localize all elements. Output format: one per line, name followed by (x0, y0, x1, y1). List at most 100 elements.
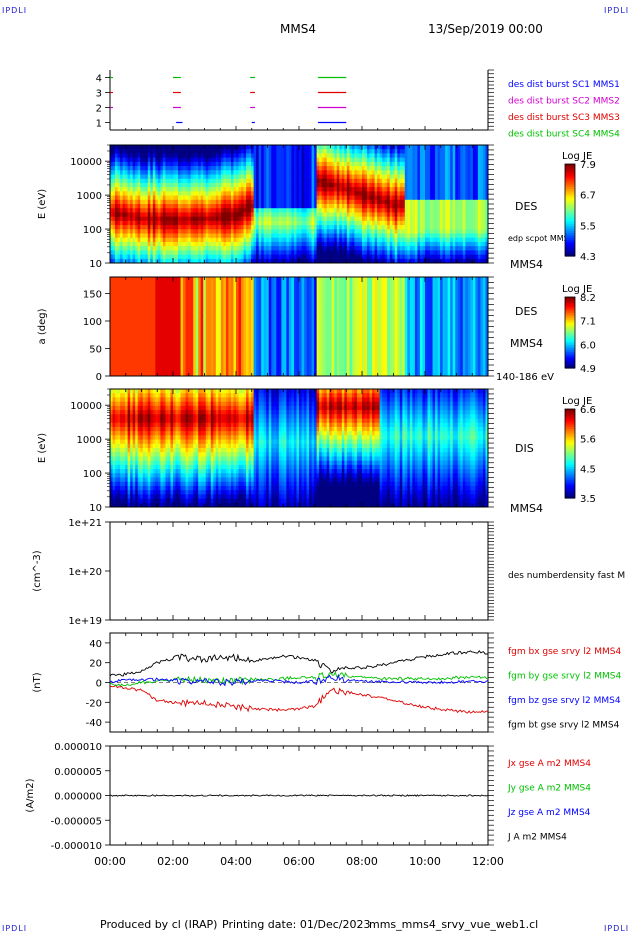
des-energy-cell (130, 199, 134, 205)
des-energy-cell (185, 233, 189, 239)
des-pitch-cell (142, 305, 146, 313)
des-energy-cell (404, 254, 408, 260)
des-energy-cell (286, 254, 290, 260)
des-energy-cell (188, 161, 192, 167)
des-energy-ytick-label: 10000 (70, 157, 102, 168)
des-energy-cell (283, 187, 287, 192)
des-pitch-cell (162, 326, 166, 335)
des-energy-cell (243, 195, 247, 201)
des-energy-cell (349, 199, 353, 205)
des-pitch-cell (122, 361, 126, 370)
des-energy-cell (414, 246, 418, 251)
des-energy-cell (112, 157, 116, 163)
des-energy-cell (354, 258, 358, 264)
des-energy-cell (372, 250, 376, 256)
des-energy-cell (472, 204, 476, 209)
des-energy-cell (445, 199, 449, 205)
des-energy-cell (425, 178, 429, 184)
des-energy-cell (301, 182, 305, 188)
des-energy-cell (273, 157, 277, 163)
des-energy-cell (266, 254, 270, 260)
des-energy-cell (482, 246, 486, 251)
des-energy-cell (465, 212, 469, 218)
des-energy-cell (243, 157, 247, 163)
des-energy-cell (223, 254, 227, 260)
des-energy-cell (316, 195, 320, 201)
des-pitch-cell (142, 326, 146, 335)
des-energy-cell (412, 241, 416, 247)
des-energy-colorbar-swatch (565, 223, 575, 227)
des-energy-cell (447, 157, 451, 163)
des-energy-cell (286, 187, 290, 192)
des-energy-cell (273, 195, 277, 201)
des-energy-cell (173, 212, 177, 218)
des-energy-cell (304, 204, 308, 209)
des-energy-cell (372, 241, 376, 247)
des-energy-cell (233, 199, 237, 205)
des-energy-cell (213, 199, 217, 205)
des-energy-cell (145, 157, 149, 163)
des-energy-cell (465, 166, 469, 171)
des-energy-cell (271, 145, 275, 150)
des-energy-cell (430, 216, 434, 222)
des-energy-cell (185, 225, 189, 230)
des-energy-cell (450, 237, 454, 243)
des-energy-cell (477, 145, 481, 150)
des-energy-cell (379, 216, 383, 222)
des-energy-cell (165, 145, 169, 150)
des-energy-cell (462, 157, 466, 163)
des-energy-cell (460, 161, 464, 167)
des-energy-cell (225, 187, 229, 192)
des-energy-cell (238, 229, 242, 234)
des-energy-instrument: DES (515, 200, 537, 213)
des-energy-cell (160, 208, 164, 213)
des-energy-cell (382, 170, 386, 175)
des-energy-cell (430, 237, 434, 243)
des-energy-cell (460, 258, 464, 264)
des-pitch-cell (112, 291, 116, 299)
des-pitch-cell (190, 319, 194, 327)
des-energy-cell (246, 220, 250, 226)
des-energy-cell (236, 208, 240, 213)
des-energy-cell (205, 254, 209, 260)
des-energy-cell (346, 149, 350, 154)
des-energy-cell (198, 161, 202, 167)
des-energy-cell (220, 212, 224, 218)
des-energy-cell (319, 237, 323, 243)
des-energy-cell (233, 166, 237, 171)
des-energy-cell (442, 246, 446, 251)
des-energy-cell (394, 199, 398, 205)
des-pitch-cell (188, 368, 192, 377)
des-pitch-cell (150, 291, 154, 299)
des-energy-cell (145, 149, 149, 154)
des-pitch-cell (145, 368, 149, 377)
des-energy-cell (288, 174, 292, 180)
des-energy-cell (417, 254, 421, 260)
des-energy-cell (140, 220, 144, 226)
des-energy-cell (110, 241, 114, 247)
des-energy-cell (480, 258, 484, 264)
des-pitch-cell (150, 326, 154, 335)
des-pitch-cell (140, 284, 144, 292)
des-energy-cell (359, 258, 363, 264)
des-energy-cell (359, 157, 363, 163)
des-energy-cell (165, 170, 169, 175)
des-energy-cell (286, 229, 290, 234)
des-energy-cell (173, 191, 177, 197)
des-energy-cell (155, 216, 159, 222)
des-energy-cell (445, 145, 449, 150)
des-energy-cell (157, 157, 161, 163)
des-energy-cell (180, 157, 184, 163)
des-energy-cell (321, 220, 325, 226)
des-energy-cell (404, 166, 408, 171)
des-energy-cell (173, 170, 177, 175)
des-energy-cell (210, 161, 214, 167)
des-energy-cell (210, 246, 214, 251)
des-pitch-cell (142, 333, 146, 342)
des-energy-cell (346, 199, 350, 205)
des-pitch-cell (183, 305, 187, 313)
des-energy-cell (425, 250, 429, 256)
des-energy-cell (359, 195, 363, 201)
des-pitch-cell (152, 354, 156, 363)
des-energy-cell (447, 250, 451, 256)
